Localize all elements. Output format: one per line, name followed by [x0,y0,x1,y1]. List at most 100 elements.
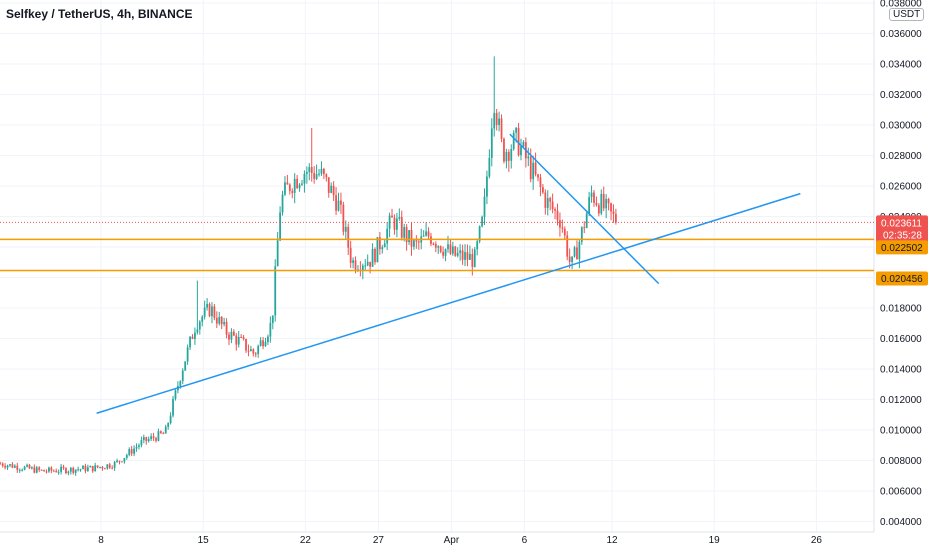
candle-body [561,227,564,229]
candle-body [276,240,279,267]
candle-body [391,215,393,218]
candles [0,56,617,476]
y-tick-label: 0.026000 [880,182,922,193]
candle-body [495,112,498,126]
candle-body [189,336,191,348]
candle-body [471,254,474,267]
candle-body [383,243,386,248]
candle-body [432,243,435,245]
candle-body [162,433,165,435]
candle-body [488,157,491,177]
candle-body [16,465,19,470]
candle-body [413,240,415,247]
candle-body [464,252,466,260]
candle-body [155,438,157,441]
bar-countdown: 02:35:28 [883,230,922,241]
candle-body [257,345,260,354]
candle-body [57,471,60,473]
candle-body [118,460,121,462]
candle-body [298,184,301,189]
y-tick-label: 0.034000 [880,60,922,71]
candle-body [493,112,496,129]
candle-body [206,303,208,308]
candle-body [498,118,500,126]
candle-body [174,390,177,399]
candle-body [23,466,26,470]
candle-body [252,349,255,354]
x-tick-label: 19 [709,535,721,546]
candle-body [315,174,318,179]
candle-body [264,342,267,347]
candle-body [563,228,566,236]
candle-body [554,209,556,211]
candle-body [400,217,403,238]
descending-resistance-trendline[interactable] [509,133,660,285]
candle-body [527,156,530,159]
candle-body [614,213,617,223]
symbol-title[interactable]: Selfkey / TetherUS, 4h, BINANCE [6,7,193,21]
candle-body [512,132,515,150]
y-tick-label: 0.010000 [880,426,922,437]
candle-body [194,332,196,339]
level-price-value: 0.020456 [881,274,923,285]
candle-body [571,256,573,262]
candle-body [454,246,457,256]
candle-body [82,465,84,470]
candle-body [410,229,413,247]
candle-body [415,240,418,242]
candle-body [225,321,228,335]
candle-body [123,457,126,462]
time-axis[interactable]: 8 15 22 27 Apr 6 12 19 26 [98,535,822,546]
candle-body [65,468,67,474]
candle-body [434,243,437,248]
candle-body [13,465,16,468]
y-tick-label: 0.030000 [880,121,922,132]
candle-body [378,237,381,250]
candle-body [539,177,542,188]
candle-body [376,237,379,263]
x-tick-label: 26 [811,535,823,546]
candle-body [301,183,303,185]
candle-body [196,329,199,333]
y-tick-label: 0.038000 [880,0,922,10]
candle-body [447,244,449,250]
candle-body [546,198,549,208]
candle-body [503,138,505,162]
candle-body [578,241,581,260]
candle-body [320,168,323,174]
ascending-support-trendline[interactable] [96,192,801,414]
candle-body [108,464,111,468]
candle-body [559,220,561,228]
candle-body [313,172,316,179]
candle-body [245,338,247,351]
candle-body [605,198,608,209]
candle-body [240,336,243,338]
candle-body [303,173,306,184]
candle-body [595,202,598,206]
price-axis[interactable]: 0.004000 0.006000 0.008000 0.010000 0.012000… [880,0,922,528]
candle-body [184,361,187,371]
candle-body [281,194,284,213]
candle-body [310,167,313,173]
candle-body [425,231,427,236]
candle-body [296,178,299,189]
candle-body [422,235,425,237]
candle-body [86,467,89,472]
candle-body [77,469,80,471]
candle-body [544,192,547,208]
candle-body [517,127,520,156]
candle-body [568,256,571,262]
candle-body [203,307,206,317]
candle-body [607,198,610,204]
candle-body [84,465,87,472]
candle-body [201,316,204,322]
candle-body [133,448,135,454]
candle-body [593,192,595,203]
currency-unit-label[interactable]: USDT [889,8,925,21]
candle-body [213,306,216,318]
candle-body [486,176,488,197]
drawings[interactable] [0,133,874,414]
candle-body [228,334,230,340]
